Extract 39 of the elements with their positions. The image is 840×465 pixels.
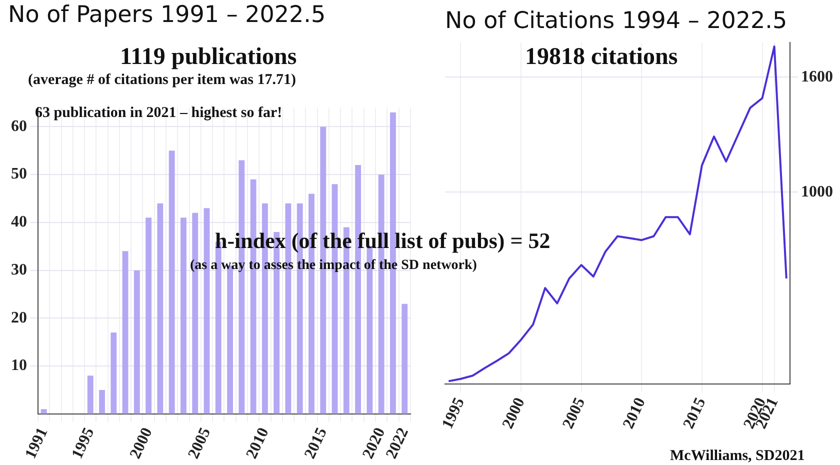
x-tick-label: 2010: [620, 395, 650, 432]
bar: [402, 304, 408, 414]
bar: [146, 218, 152, 414]
text: McWilliams, SD2021: [670, 448, 805, 465]
x-tick-label: 2000: [127, 425, 156, 462]
bar: [87, 376, 94, 414]
y-tick-label: 1600: [801, 68, 833, 86]
bar: [168, 150, 175, 414]
annotation: h-index (of the full list of pubs) = 52: [215, 228, 550, 254]
x-tick-label: 2000: [499, 395, 528, 432]
bar: [110, 332, 117, 414]
x-tick-label: 2015: [302, 425, 331, 462]
chart-subtitle: 19818 citations: [525, 44, 678, 71]
y-tick-label: 20: [11, 309, 27, 326]
bar: [40, 409, 47, 414]
x-tick-label: 2022: [383, 425, 412, 462]
bar: [157, 203, 164, 414]
chart-title: No of Papers 1991 – 2022.5: [8, 2, 326, 28]
bar: [122, 251, 128, 414]
x-tick-label: 1991: [22, 425, 52, 462]
y-tick-label: 30: [11, 261, 27, 278]
text: (average # of citations per item was 17.71): [28, 72, 296, 89]
x-tick-label: 2010: [243, 425, 272, 462]
bar: [134, 270, 140, 414]
x-tick-label: 2005: [185, 425, 214, 462]
x-tick-label: 1995: [68, 425, 98, 462]
y-tick-label: 1000: [801, 183, 833, 200]
chart-title: No of Citations 1994 – 2022.5: [445, 8, 788, 34]
x-tick-label: 2015: [680, 395, 710, 432]
x-tick-label: 1995: [439, 395, 468, 432]
y-tick-label: 10: [11, 357, 27, 374]
chart-subtitle: 1119 publications: [120, 44, 297, 71]
bar: [180, 218, 186, 414]
x-tick-label: 2005: [560, 395, 589, 432]
annotation: (as a way to asses the impact of the SD network): [190, 258, 477, 274]
bar: [99, 390, 105, 414]
y-tick-label: 60: [11, 118, 27, 135]
y-tick-label: 40: [11, 214, 27, 231]
y-tick-label: 50: [11, 166, 27, 183]
